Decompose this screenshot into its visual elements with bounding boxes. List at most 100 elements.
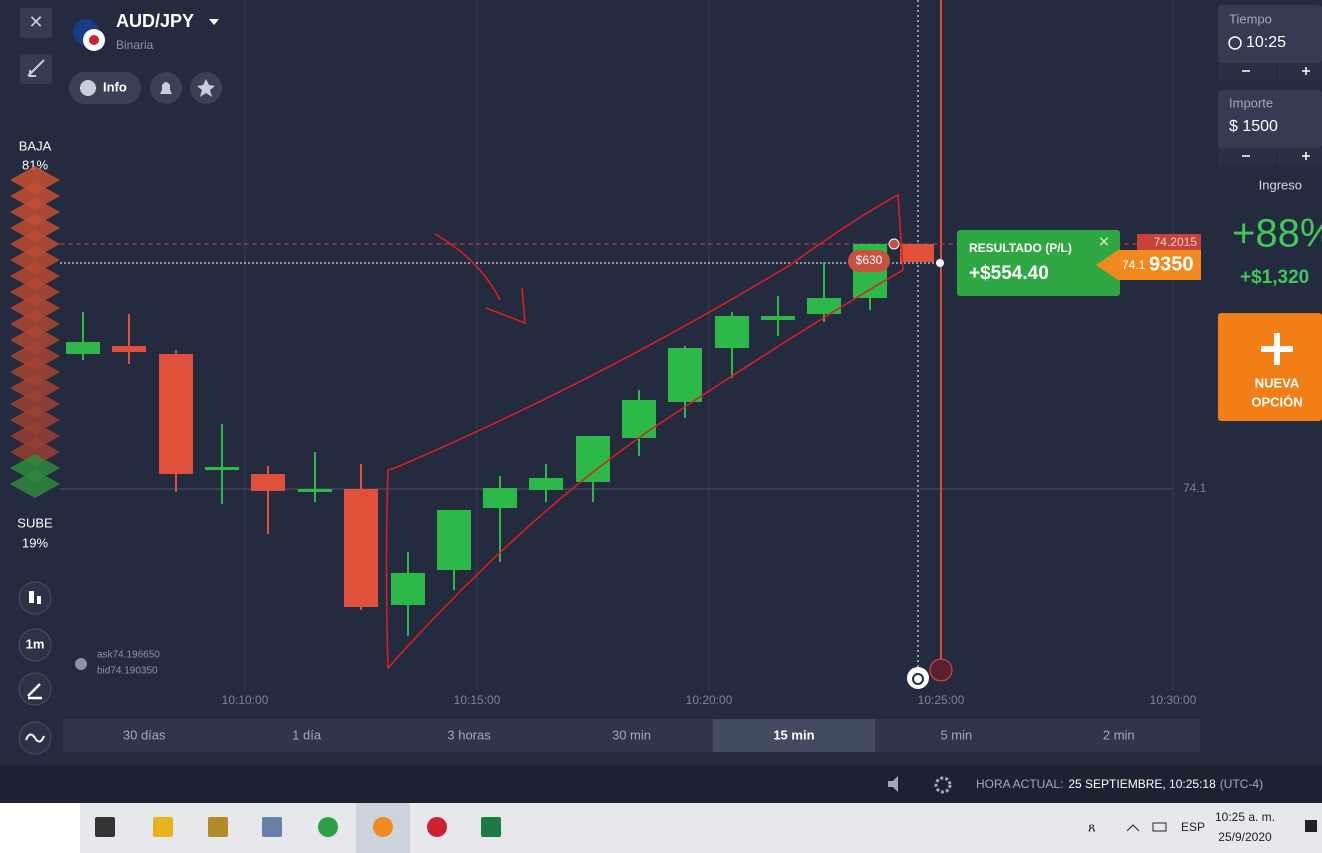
sentiment-diamond <box>10 166 60 194</box>
candle-body <box>807 298 841 314</box>
time-plus[interactable] <box>1278 63 1322 80</box>
down-percent: 81% <box>22 157 48 172</box>
amount-label: Importe <box>1229 95 1273 110</box>
amount-box[interactable] <box>1218 90 1322 148</box>
sentiment-bar <box>10 166 60 498</box>
pair-dropdown[interactable] <box>209 19 219 25</box>
tray-arrow[interactable] <box>1126 824 1140 832</box>
candle-body <box>437 510 471 570</box>
info-button[interactable] <box>69 72 141 104</box>
taskbar-time[interactable]: 10:25 a. m. <box>1215 810 1275 824</box>
chart-type-icon <box>37 596 41 604</box>
app-icon[interactable] <box>262 817 282 837</box>
bell-icon <box>160 82 172 94</box>
period-button[interactable]: 30 días <box>123 727 166 742</box>
stake-marker-pin <box>888 238 900 250</box>
sentiment-diamond <box>10 246 60 274</box>
close-button[interactable] <box>20 8 52 38</box>
period-button[interactable]: 30 min <box>612 727 651 742</box>
candle-body <box>761 316 795 320</box>
language[interactable]: ESP <box>1181 820 1205 834</box>
period-button[interactable]: 1 día <box>292 727 322 742</box>
taskbar-apps <box>95 803 501 853</box>
period-button[interactable]: 3 horas <box>447 727 491 742</box>
notifications-icon[interactable] <box>1305 820 1317 832</box>
sentiment-diamond <box>10 390 60 418</box>
result-value: +$554.40 <box>969 263 1049 284</box>
app-icon[interactable] <box>208 817 228 837</box>
period-buttons: 30 días 1 día 3 horas 30 min 15 min 5 min 2 mi… <box>123 719 1135 752</box>
interval-button[interactable] <box>18 628 52 662</box>
people-icon: ጸ <box>1088 819 1096 834</box>
candle-body <box>576 436 610 482</box>
candle-body <box>529 478 563 490</box>
result-close[interactable]: ✕ <box>1098 234 1110 250</box>
sentiment-diamond <box>10 358 60 386</box>
time-label: Tiempo <box>1229 11 1272 26</box>
app-icon[interactable] <box>95 817 115 837</box>
period-selected <box>712 719 876 752</box>
app-icon[interactable] <box>481 817 501 837</box>
amount-plus[interactable] <box>1278 148 1322 165</box>
sentiment-diamond <box>10 470 60 498</box>
candle-body <box>205 467 239 470</box>
sentiment-diamond <box>10 438 60 466</box>
taskbar-date[interactable]: 25/9/2020 <box>1218 830 1272 844</box>
time-value: 10:25 <box>1246 34 1286 51</box>
chart-type-icon <box>29 591 34 603</box>
stake-marker <box>848 250 890 272</box>
sentiment-diamond <box>10 230 60 258</box>
timezone: (UTC-4) <box>1220 777 1263 791</box>
time-label: 10:10:00 <box>222 693 269 707</box>
sound-icon[interactable] <box>888 776 898 792</box>
timer-icon <box>907 667 929 689</box>
time-label: 10:15:00 <box>454 693 501 707</box>
candle-body <box>344 489 378 607</box>
app-icon[interactable] <box>318 817 338 837</box>
period-button[interactable]: 5 min <box>940 727 972 742</box>
result-box <box>957 230 1120 296</box>
app-icon[interactable] <box>427 817 447 837</box>
chart-type-button[interactable] <box>18 581 52 615</box>
candle-body <box>391 573 425 605</box>
bid-quote: bid74.190350 <box>97 666 158 677</box>
current-price-tail: 9350 <box>1149 253 1194 275</box>
price-axis-label: 74.1 <box>1183 481 1207 495</box>
up-percent: 19% <box>22 535 48 550</box>
clock-label: HORA ACTUAL: <box>976 777 1063 791</box>
sentiment-diamond <box>10 422 60 450</box>
new-option-label: NUEVA <box>1255 375 1300 390</box>
interval-label: 1m <box>26 636 45 651</box>
time-axis: 10:10:00 10:15:00 10:20:00 10:25:00 10:30:00 <box>222 693 1197 707</box>
app-icon[interactable] <box>153 817 173 837</box>
sentiment-diamond <box>10 406 60 434</box>
current-price-dot <box>936 259 944 267</box>
ask-quote: ask74.196650 <box>97 650 160 661</box>
plus-icon <box>1261 333 1293 365</box>
option-type: Binaria <box>116 38 154 52</box>
period-button[interactable]: 2 min <box>1103 727 1135 742</box>
battery-icon <box>1152 822 1167 832</box>
star-icon <box>197 79 215 97</box>
time-box[interactable] <box>1218 5 1322 63</box>
taskbar <box>0 803 1322 853</box>
new-option-button[interactable] <box>1218 313 1322 421</box>
settings-icon[interactable] <box>934 776 952 794</box>
pen-icon <box>27 683 42 700</box>
info-icon <box>80 80 96 96</box>
app-icon[interactable] <box>373 817 393 837</box>
candles <box>66 244 934 636</box>
candle-body <box>112 346 146 352</box>
sentiment-diamond <box>10 182 60 210</box>
info-label: Info <box>103 79 127 94</box>
time-label: 10:20:00 <box>686 693 733 707</box>
period-button[interactable]: 15 min <box>773 727 814 742</box>
annotation-channel <box>385 193 904 670</box>
top-price-tag <box>1137 234 1201 251</box>
stake-marker-label: $630 <box>856 253 883 267</box>
time-stepper-icons <box>1242 67 1310 75</box>
pair-name[interactable]: AUD/JPY <box>116 11 194 31</box>
candle-body <box>251 474 285 491</box>
